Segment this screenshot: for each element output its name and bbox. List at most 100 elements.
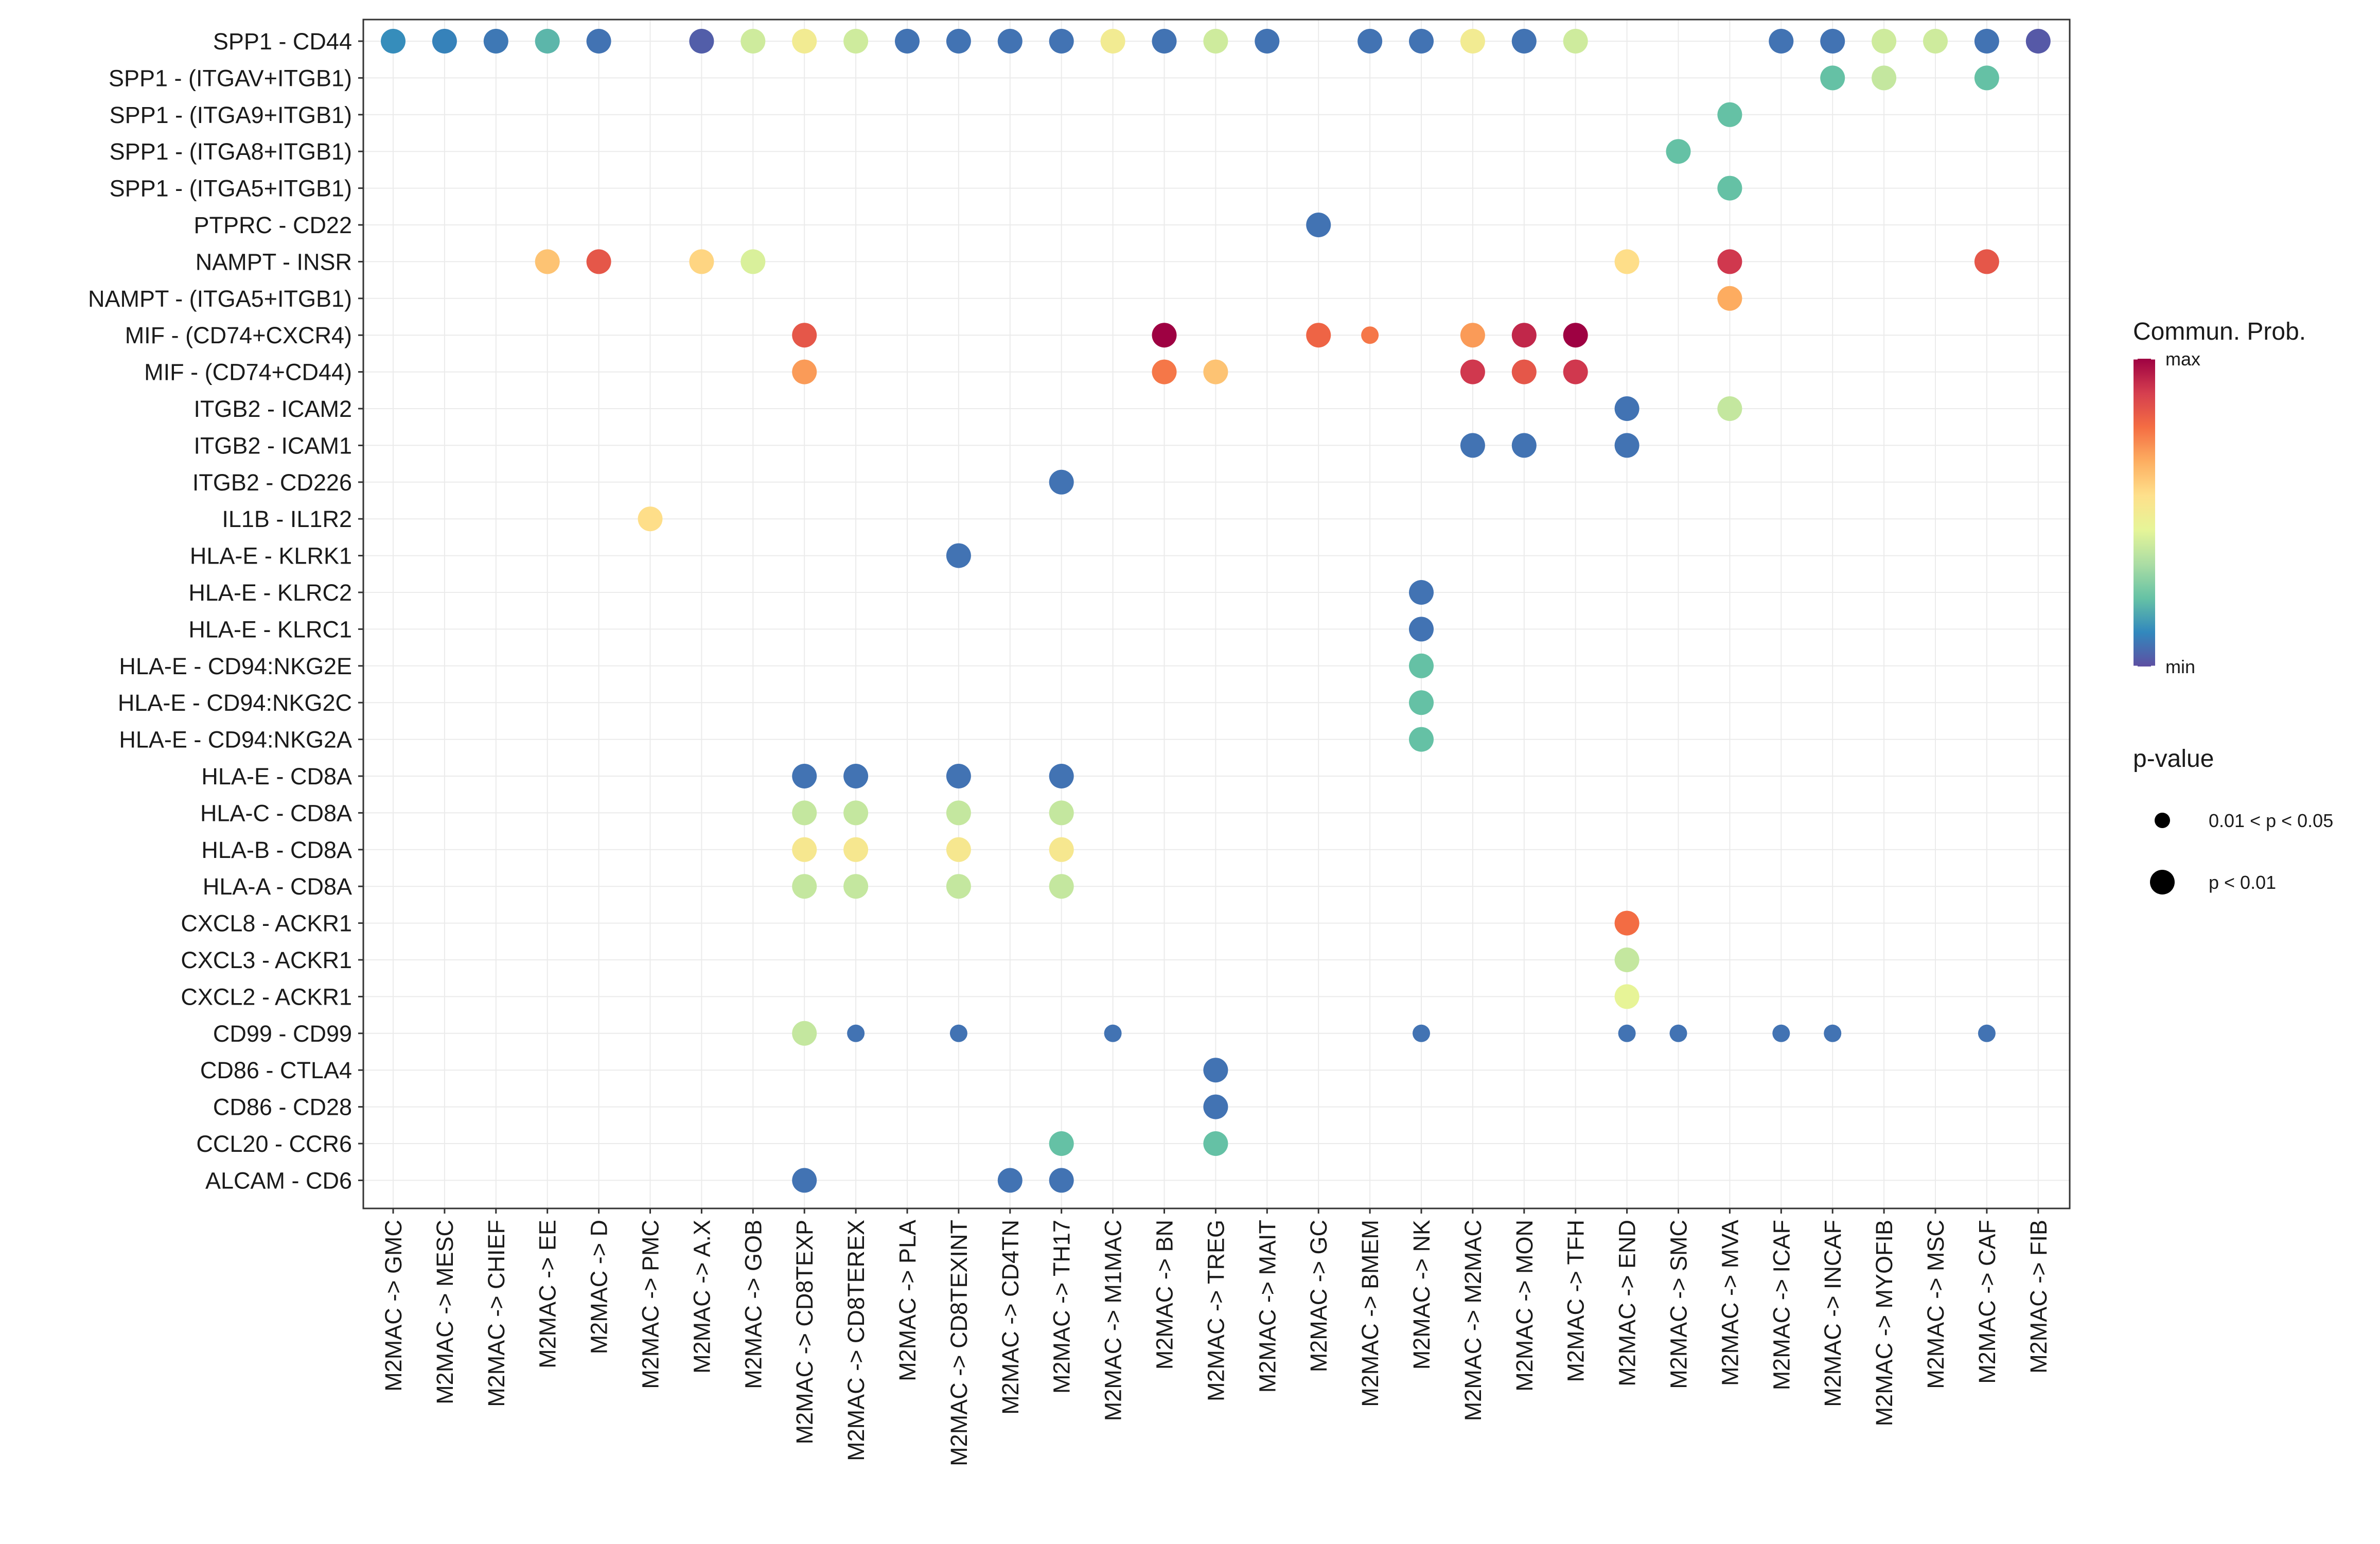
y-axis-ticks: SPP1 - CD44 SPP1 - (ITGAV+ITGB1) SPP1 - (I… <box>88 28 363 1194</box>
data-point <box>792 29 817 54</box>
x-tick-label: M2MAC -> TREG <box>1203 1220 1229 1401</box>
data-point <box>792 764 817 788</box>
size-legend-key-small <box>2155 813 2170 828</box>
colorbar-max-label: max <box>2165 348 2200 370</box>
data-point <box>1255 29 1280 54</box>
x-tick-label: M2MAC -> TH17 <box>1049 1220 1075 1394</box>
y-tick-label: SPP1 - (ITGA5+ITGB1) <box>110 176 352 202</box>
data-point <box>1717 176 1742 201</box>
data-point <box>1974 65 1999 91</box>
data-point <box>1460 29 1485 54</box>
data-point <box>1717 396 1742 421</box>
x-tick-label: M2MAC -> SMC <box>1666 1220 1692 1389</box>
data-point <box>689 249 714 274</box>
x-tick-label: M2MAC -> PMC <box>638 1220 664 1389</box>
y-tick-label: SPP1 - (ITGA8+ITGB1) <box>110 138 352 165</box>
x-tick-label: M2MAC -> D <box>586 1220 612 1354</box>
x-tick-label: M2MAC -> MSC <box>1923 1220 1949 1389</box>
y-tick-label: CXCL2 - ACKR1 <box>181 984 352 1010</box>
x-tick-label: M2MAC -> NK <box>1408 1220 1435 1370</box>
data-point <box>1409 727 1434 752</box>
y-tick-label: HLA-A - CD8A <box>203 873 352 900</box>
data-point <box>1717 249 1742 274</box>
data-point <box>792 1021 817 1046</box>
y-tick-label: HLA-E - KLRC1 <box>188 616 352 642</box>
data-point <box>997 29 1022 54</box>
x-tick-label: M2MAC -> MYOFIB <box>1871 1220 1897 1426</box>
y-tick-label: CD86 - CTLA4 <box>200 1057 352 1083</box>
data-point <box>1614 396 1639 421</box>
y-tick-label: ITGB2 - ICAM1 <box>193 432 352 459</box>
data-point <box>792 359 817 384</box>
x-tick-label: M2MAC -> EE <box>535 1220 561 1368</box>
data-point <box>1717 102 1742 127</box>
grid-lines <box>363 20 2070 1208</box>
x-tick-label: M2MAC -> GC <box>1306 1220 1332 1372</box>
data-point <box>1409 617 1434 642</box>
x-tick-label: M2MAC -> MESC <box>432 1220 458 1405</box>
x-tick-label: M2MAC -> M1MAC <box>1100 1220 1126 1421</box>
data-point <box>1049 874 1074 899</box>
data-point <box>1824 1024 1842 1042</box>
y-tick-label: HLA-B - CD8A <box>201 837 352 863</box>
y-tick-label: HLA-E - KLRK1 <box>190 543 352 569</box>
data-point <box>1511 323 1537 348</box>
data-point <box>949 1024 967 1042</box>
x-axis-ticks: M2MAC -> GMC M2MAC -> MESC M2MAC -> CHIEF M… <box>380 1208 2052 1466</box>
data-point <box>1669 1024 1687 1042</box>
data-point <box>1820 29 1845 54</box>
x-tick-label: M2MAC -> PLA <box>894 1220 921 1381</box>
data-point <box>1614 249 1639 274</box>
x-tick-label: M2MAC -> ICAF <box>1768 1220 1794 1390</box>
x-tick-label: M2MAC -> MVA <box>1717 1220 1743 1386</box>
data-point <box>1460 433 1485 458</box>
data-point <box>1614 948 1639 972</box>
data-point <box>843 29 869 54</box>
data-point <box>946 764 971 788</box>
data-point <box>1409 29 1434 54</box>
data-point <box>792 1168 817 1193</box>
data-point <box>1614 433 1639 458</box>
y-tick-label: CCL20 - CCR6 <box>196 1131 352 1157</box>
data-point <box>1203 1094 1228 1119</box>
data-point <box>847 1024 865 1042</box>
data-point <box>843 837 869 862</box>
y-tick-label: ITGB2 - ICAM2 <box>193 396 352 422</box>
data-point <box>1872 29 1897 54</box>
y-tick-label: MIF - (CD74+CXCR4) <box>125 322 352 348</box>
data-point <box>741 249 766 274</box>
data-point <box>1563 359 1588 384</box>
x-tick-label: M2MAC -> TFH <box>1563 1220 1589 1382</box>
size-legend-title: p-value <box>2133 745 2214 773</box>
data-point <box>1974 29 1999 54</box>
data-point <box>1460 359 1485 384</box>
x-tick-label: M2MAC -> INCAF <box>1820 1220 1846 1407</box>
y-tick-label: HLA-E - KLRC2 <box>188 580 352 606</box>
data-point <box>432 29 457 54</box>
x-tick-label: M2MAC -> BN <box>1152 1220 1178 1370</box>
data-point <box>381 29 406 54</box>
data-point <box>1152 29 1177 54</box>
x-tick-label: M2MAC -> GMC <box>380 1220 407 1392</box>
y-tick-label: ALCAM - CD6 <box>205 1167 352 1194</box>
data-point <box>1978 1024 1996 1042</box>
data-point <box>1511 433 1537 458</box>
data-point <box>1409 580 1434 605</box>
data-point <box>586 249 611 274</box>
legend: Commun. Prob. max min p-value 0.01 < p <… <box>2133 318 2333 894</box>
data-point <box>1361 326 1379 344</box>
data-point <box>1974 249 1999 274</box>
data-point <box>1872 65 1897 91</box>
data-point <box>1100 29 1125 54</box>
y-tick-label: CD99 - CD99 <box>213 1021 352 1047</box>
y-tick-label: SPP1 - (ITGAV+ITGB1) <box>109 65 352 91</box>
data-point <box>1614 910 1639 936</box>
data-point <box>741 29 766 54</box>
panel-border <box>362 19 2071 1209</box>
data-point <box>1203 29 1228 54</box>
y-tick-label: HLA-C - CD8A <box>200 800 352 826</box>
data-point <box>1104 1024 1122 1042</box>
data-point <box>843 800 869 826</box>
